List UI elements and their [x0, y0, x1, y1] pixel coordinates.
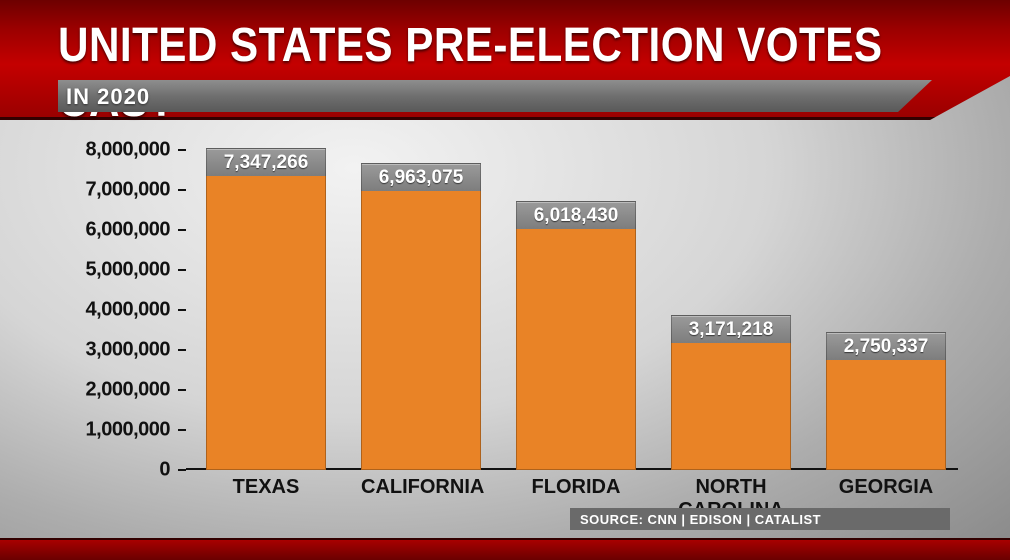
y-tick-mark [178, 389, 186, 391]
y-tick-mark [178, 269, 186, 271]
bar: 2,750,337 [826, 332, 946, 470]
y-tick-mark [178, 469, 186, 471]
y-tick-mark [178, 309, 186, 311]
bar: 3,171,218 [671, 315, 791, 470]
source-bar: SOURCE: CNN | EDISON | CATALIST [570, 508, 950, 530]
y-tick-label: 4,000,000 [86, 299, 170, 322]
bar-value-cap: 2,750,337 [826, 332, 946, 360]
bar-value-label: 6,963,075 [362, 167, 480, 189]
bar-body [516, 229, 636, 470]
chart-area: 8,000,0007,000,0006,000,0005,000,0004,00… [58, 150, 958, 500]
y-tick-label: 8,000,000 [86, 139, 170, 162]
bar-value-label: 3,171,218 [672, 319, 790, 341]
chart-stage: UNITED STATES PRE-ELECTION VOTES CAST IN… [0, 0, 1010, 560]
y-tick-label: 6,000,000 [86, 219, 170, 242]
bar-body [361, 191, 481, 470]
subtitle-banner [58, 80, 932, 112]
y-tick-label: 1,000,000 [86, 419, 170, 442]
bar-body [671, 343, 791, 470]
y-tick-label: 0 [159, 459, 170, 482]
bar-body [826, 360, 946, 470]
y-tick-label: 3,000,000 [86, 339, 170, 362]
y-tick-mark [178, 229, 186, 231]
y-tick-label: 5,000,000 [86, 259, 170, 282]
x-axis-label: CALIFORNIA [361, 476, 481, 499]
plot-area: 7,347,266TEXAS6,963,075CALIFORNIA6,018,4… [186, 150, 958, 470]
x-axis-label: TEXAS [206, 476, 326, 499]
bar-value-cap: 7,347,266 [206, 148, 326, 176]
x-axis-label: FLORIDA [516, 476, 636, 499]
y-tick-mark [178, 149, 186, 151]
bar-body [206, 176, 326, 470]
y-tick-mark [178, 349, 186, 351]
y-axis: 8,000,0007,000,0006,000,0005,000,0004,00… [58, 150, 178, 470]
bar-value-label: 7,347,266 [207, 152, 325, 174]
chart-subtitle: IN 2020 [66, 84, 150, 110]
bar-value-cap: 6,018,430 [516, 201, 636, 229]
bar-value-label: 2,750,337 [827, 336, 945, 358]
source-text: SOURCE: CNN | EDISON | CATALIST [580, 512, 821, 527]
y-tick-mark [178, 429, 186, 431]
bar: 7,347,266 [206, 148, 326, 470]
bar-value-cap: 6,963,075 [361, 163, 481, 191]
y-tick-mark [178, 189, 186, 191]
y-tick-label: 7,000,000 [86, 179, 170, 202]
bar-value-cap: 3,171,218 [671, 315, 791, 343]
y-tick-label: 2,000,000 [86, 379, 170, 402]
bottom-red-strip [0, 538, 1010, 560]
bar: 6,963,075 [361, 163, 481, 470]
bar: 6,018,430 [516, 201, 636, 470]
bar-value-label: 6,018,430 [517, 205, 635, 227]
x-axis-label: GEORGIA [826, 476, 946, 499]
